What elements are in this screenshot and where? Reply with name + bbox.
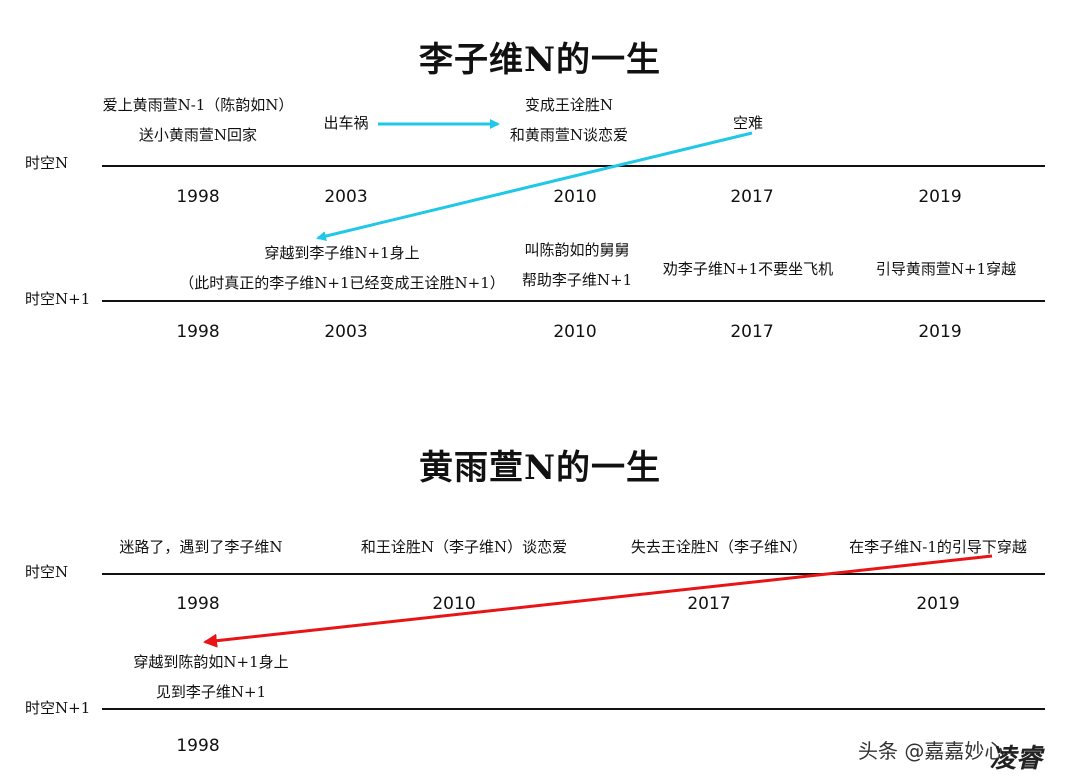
event-line: 穿越到李子维N+1身上	[264, 244, 420, 262]
event-line: 出车祸	[323, 114, 369, 132]
event-line: 和王诠胜N（李子维N）谈恋爱	[360, 538, 568, 556]
event-line: 迷路了，遇到了李子维N	[119, 538, 283, 556]
event-line: 见到李子维N+1	[155, 683, 267, 701]
event-n-1998: 迷路了，遇到了李子维N	[119, 532, 282, 562]
year-label: 2019	[918, 187, 962, 207]
event-n1-1998: 穿越到陈韵如N+1身上 见到李子维N+1	[133, 647, 288, 707]
event-n-2003: 出车祸	[323, 108, 368, 138]
event-n-2019: 在李子维N-1的引导下穿越	[849, 532, 1027, 562]
section2-title: 黄雨萱N的一生	[418, 448, 662, 488]
watermark: 头条 @嘉嘉妙心	[858, 739, 1005, 763]
event-n-2017: 失去王诠胜N（李子维N）	[631, 532, 807, 562]
year-label: 2017	[730, 187, 774, 207]
event-n-1998: 爱上黄雨萱N-1（陈韵如N） 送小黄雨萱N回家	[103, 90, 294, 150]
event-n-2017: 空难	[733, 108, 763, 138]
event-line: 失去王诠胜N（李子维N）	[630, 538, 808, 556]
event-line: 变成王诠胜N	[524, 96, 614, 114]
year-label: 2003	[324, 187, 368, 207]
timeline-n	[102, 165, 1045, 167]
year-label: 1998	[176, 594, 220, 614]
event-line: 在李子维N-1的引导下穿越	[849, 538, 1027, 556]
event-line: 叫陈韵如的舅舅	[524, 241, 630, 259]
event-line: 爱上黄雨萱N-1（陈韵如N）	[102, 96, 294, 114]
watermark-signature: 凌睿	[990, 744, 1043, 774]
arrow-timetravel-to-n1	[203, 554, 993, 648]
event-n-2010: 和王诠胜N（李子维N）谈恋爱	[361, 532, 567, 562]
event-line: 空难	[732, 114, 764, 132]
event-n-2010: 变成王诠胜N 和黄雨萱N谈恋爱	[510, 90, 628, 150]
event-line: 送小黄雨萱N回家	[138, 126, 258, 144]
event-line: （此时真正的李子维N+1已经变成王诠胜N+1）	[179, 274, 505, 292]
row-label-n1: 时空N+1	[25, 699, 91, 717]
year-label: 1998	[176, 322, 220, 342]
event-n1-2019: 引导黄雨萱N+1穿越	[876, 254, 1016, 284]
year-label: 2010	[553, 187, 597, 207]
event-n1-2010: 叫陈韵如的舅舅 帮助李子维N+1	[522, 235, 632, 295]
year-label: 2019	[918, 322, 962, 342]
section1-title: 李子维N的一生	[418, 40, 662, 80]
event-line: 帮助李子维N+1	[521, 271, 633, 289]
year-label: 2017	[730, 322, 774, 342]
year-label: 2019	[916, 594, 960, 614]
row-label-n: 时空N	[25, 154, 69, 172]
event-n1-2003: 穿越到李子维N+1身上 （此时真正的李子维N+1已经变成王诠胜N+1）	[179, 238, 504, 298]
year-label: 1998	[176, 187, 220, 207]
year-label: 2003	[324, 322, 368, 342]
year-label: 2017	[687, 594, 731, 614]
event-line: 穿越到陈韵如N+1身上	[133, 653, 289, 671]
row-label-n: 时空N	[25, 563, 69, 581]
row-label-n1: 时空N+1	[25, 290, 91, 308]
event-line: 引导黄雨萱N+1穿越	[875, 260, 1017, 278]
timeline-n1	[102, 300, 1045, 302]
event-line: 劝李子维N+1不要坐飞机	[662, 260, 834, 278]
timeline-n1	[102, 708, 1045, 710]
year-label: 1998	[176, 736, 220, 756]
arrow-crash-to-timetravel	[316, 131, 753, 241]
timeline-n	[102, 573, 1045, 575]
event-n1-2017: 劝李子维N+1不要坐飞机	[663, 254, 833, 284]
event-line: 和黄雨萱N谈恋爱	[509, 126, 629, 144]
year-label: 2010	[553, 322, 597, 342]
year-label: 2010	[432, 594, 476, 614]
